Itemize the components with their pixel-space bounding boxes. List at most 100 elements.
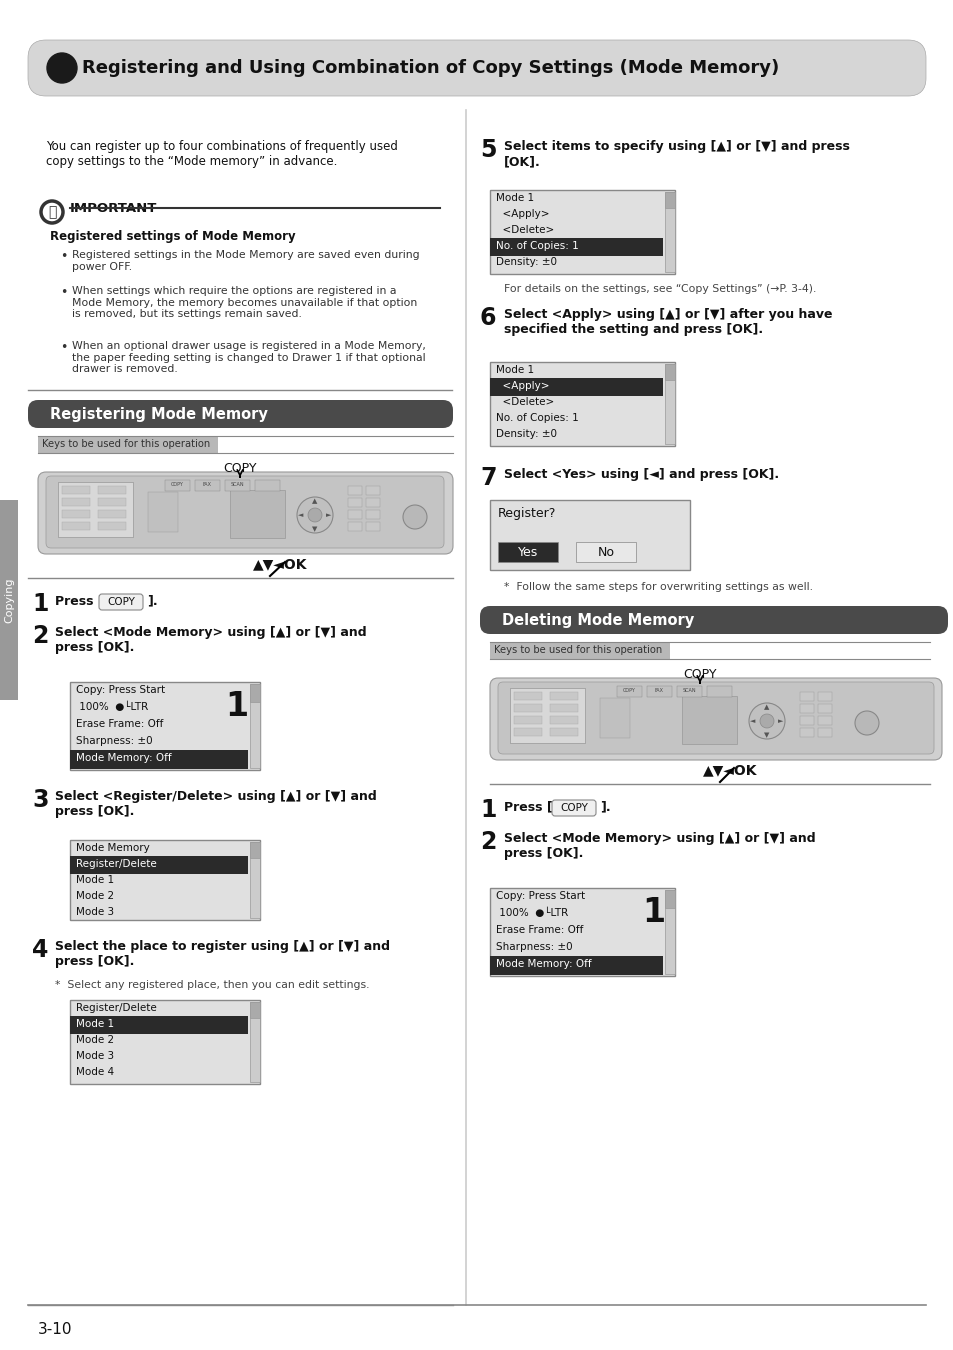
Text: COPY: COPY	[682, 667, 716, 680]
Text: <Apply>: <Apply>	[496, 209, 549, 219]
Bar	[664, 890, 675, 909]
Bar	[62, 486, 90, 494]
Text: Density: ±0: Density: ±0	[496, 429, 557, 439]
Text: Sharpness: ±0: Sharpness: ±0	[76, 736, 152, 747]
Text: Keys to be used for this operation: Keys to be used for this operation	[42, 439, 210, 450]
Bar	[550, 703, 578, 711]
Bar	[550, 693, 578, 701]
Bar	[490, 362, 675, 446]
Text: No. of Copies: 1: No. of Copies: 1	[496, 242, 578, 251]
Text: Copying: Copying	[4, 578, 14, 622]
Bar	[62, 522, 90, 531]
Text: When settings which require the options are registered in a
Mode Memory, the mem: When settings which require the options …	[71, 286, 416, 319]
Text: Yes: Yes	[517, 545, 537, 559]
Circle shape	[402, 505, 427, 529]
Text: Copy: Press Start: Copy: Press Start	[76, 684, 165, 695]
Bar	[70, 856, 248, 873]
Text: Select the place to register using [▲] or [▼] and
press [OK].: Select the place to register using [▲] o…	[55, 940, 390, 968]
Bar	[490, 190, 675, 274]
Text: Select <Yes> using [◄] and press [OK].: Select <Yes> using [◄] and press [OK].	[503, 468, 779, 481]
Bar	[510, 688, 584, 742]
Text: Mode 3: Mode 3	[76, 1052, 114, 1061]
Text: COPY: COPY	[107, 597, 134, 608]
Text: 5: 5	[479, 138, 496, 162]
Text: IMPORTANT: IMPORTANT	[70, 201, 157, 215]
Text: Select <Apply> using [▲] or [▼] after you have
specified the setting and press [: Select <Apply> using [▲] or [▼] after yo…	[503, 308, 832, 336]
Text: 6: 6	[479, 306, 496, 329]
Text: Select <Register/Delete> using [▲] or [▼] and
press [OK].: Select <Register/Delete> using [▲] or [▼…	[55, 790, 376, 818]
Text: ◄: ◄	[749, 718, 755, 724]
Bar	[800, 703, 813, 713]
Text: •: •	[60, 342, 68, 354]
Bar	[490, 378, 662, 396]
FancyBboxPatch shape	[490, 678, 941, 760]
Bar	[664, 192, 675, 208]
Text: ▼: ▼	[763, 732, 769, 738]
Text: ✋: ✋	[48, 205, 56, 219]
Bar	[70, 840, 260, 919]
Text: Copy: Press Start: Copy: Press Start	[496, 891, 584, 900]
Text: ◄: ◄	[298, 512, 303, 518]
FancyBboxPatch shape	[552, 801, 596, 815]
Bar	[70, 1000, 260, 1084]
Bar	[0, 500, 18, 701]
Bar	[599, 698, 629, 738]
Text: Erase Frame: Off: Erase Frame: Off	[496, 925, 583, 936]
Text: *  Select any registered place, then you can edit settings.: * Select any registered place, then you …	[55, 980, 369, 990]
Text: •: •	[60, 286, 68, 298]
Bar	[250, 1002, 260, 1081]
Text: Registered settings of Mode Memory: Registered settings of Mode Memory	[50, 230, 295, 243]
Bar	[58, 482, 132, 537]
Text: ▼: ▼	[312, 526, 317, 532]
Bar	[98, 498, 126, 506]
FancyBboxPatch shape	[497, 682, 933, 755]
Bar	[664, 364, 675, 444]
Text: Mode 4: Mode 4	[76, 1066, 114, 1077]
Bar	[514, 716, 541, 724]
Text: Erase Frame: Off: Erase Frame: Off	[76, 720, 163, 729]
Circle shape	[854, 711, 878, 734]
Text: Registered settings in the Mode Memory are saved even during
power OFF.: Registered settings in the Mode Memory a…	[71, 250, 419, 271]
Text: 4: 4	[32, 938, 49, 963]
Text: ►: ►	[326, 512, 332, 518]
Text: Mode 1: Mode 1	[76, 875, 114, 886]
Bar	[800, 716, 813, 725]
Bar	[348, 510, 361, 518]
Text: 1: 1	[32, 593, 49, 616]
FancyBboxPatch shape	[28, 400, 453, 428]
Text: Keys to be used for this operation: Keys to be used for this operation	[494, 645, 661, 655]
Bar	[366, 486, 379, 495]
Text: 1: 1	[479, 798, 496, 822]
Bar	[366, 498, 379, 508]
Text: SCAN: SCAN	[681, 688, 695, 694]
Text: <Delete>: <Delete>	[496, 225, 554, 235]
Bar	[70, 1017, 248, 1034]
Bar	[681, 697, 737, 744]
Text: 1: 1	[225, 690, 248, 722]
Text: Press [: Press [	[55, 594, 104, 608]
Circle shape	[296, 497, 333, 533]
Bar	[677, 686, 701, 697]
Bar	[576, 541, 636, 562]
FancyBboxPatch shape	[99, 594, 143, 610]
Bar	[165, 481, 190, 491]
FancyBboxPatch shape	[38, 472, 453, 554]
Text: COPY: COPY	[622, 688, 635, 694]
Text: For details on the settings, see “Copy Settings” (→P. 3-4).: For details on the settings, see “Copy S…	[503, 284, 816, 294]
Bar	[490, 888, 675, 976]
Bar	[817, 728, 831, 737]
Circle shape	[748, 703, 784, 738]
Bar	[194, 481, 220, 491]
Bar	[348, 522, 361, 531]
Text: When an optional drawer usage is registered in a Mode Memory,
the paper feeding : When an optional drawer usage is registe…	[71, 342, 425, 374]
Bar	[62, 510, 90, 518]
Bar	[490, 500, 689, 570]
Text: Press [: Press [	[503, 801, 552, 813]
Text: Deleting Mode Memory: Deleting Mode Memory	[501, 613, 694, 628]
Bar	[550, 728, 578, 736]
Bar	[348, 486, 361, 495]
Text: 1: 1	[641, 895, 664, 929]
Bar	[490, 643, 669, 659]
Text: Mode 1: Mode 1	[496, 364, 534, 375]
Bar	[70, 751, 248, 769]
